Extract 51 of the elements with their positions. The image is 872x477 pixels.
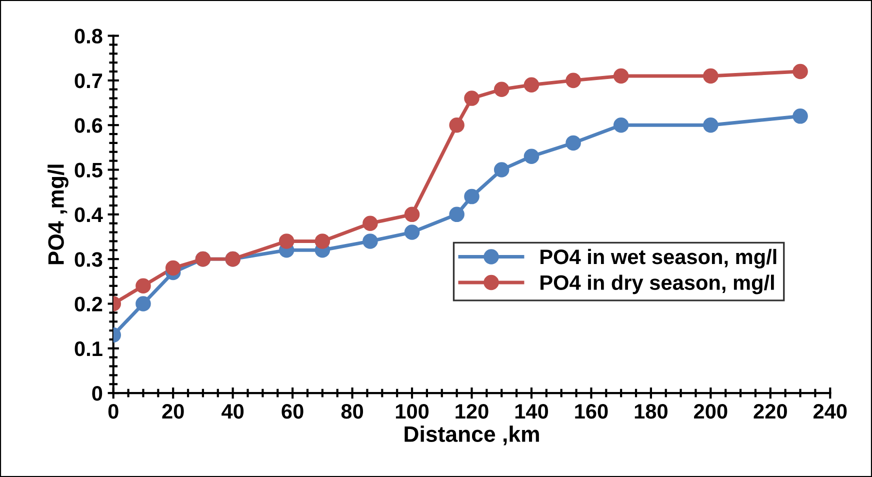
y-tick-label: 0.7: [74, 73, 102, 88]
y-tick-label: 0.6: [74, 118, 102, 133]
point: [449, 206, 464, 222]
point: [703, 68, 718, 84]
x-tick-label: 60: [282, 404, 304, 419]
x-tick-label: 240: [813, 404, 847, 419]
y-axis-title: PO4 ,mg/l: [48, 164, 68, 264]
x-tick-label: 140: [515, 404, 548, 419]
point: [278, 234, 294, 249]
y-tick-label: 0.2: [74, 296, 102, 312]
y-tick-label: 0.1: [74, 341, 102, 356]
legend-label: PO4 in dry season, mg/l: [540, 274, 774, 294]
x-tick-label: 220: [754, 404, 787, 419]
point: [566, 135, 581, 151]
point: [449, 117, 464, 133]
point: [464, 188, 480, 204]
y-tick-label: 0.5: [74, 162, 102, 178]
x-tick-label: 180: [634, 404, 668, 419]
y-tick-label: 0.4: [74, 207, 103, 222]
x-tick-label: 20: [162, 404, 184, 419]
point: [362, 234, 378, 249]
x-tick-label: 160: [575, 404, 608, 419]
point: [362, 216, 378, 231]
point: [524, 77, 540, 93]
x-tick-label: 40: [222, 404, 244, 419]
point: [404, 224, 420, 240]
x-tick-label: 120: [456, 404, 488, 419]
y-tick-label: 0.3: [74, 252, 102, 267]
point: [136, 278, 151, 294]
y-tick-label: 0: [92, 386, 102, 401]
x-tick-label: 100: [396, 404, 429, 419]
y-tick-label: 0.8: [74, 28, 102, 44]
point: [566, 72, 581, 88]
point: [136, 296, 151, 312]
point: [494, 162, 510, 178]
x-tick-label: 0: [108, 404, 118, 419]
point: [613, 117, 629, 133]
point: [314, 234, 330, 249]
point: [703, 117, 718, 133]
x-axis-title: Distance ,km: [404, 426, 539, 446]
point: [792, 64, 808, 80]
legend-label: PO4 in wet season, mg/l: [540, 248, 776, 268]
point: [613, 68, 629, 84]
point: [165, 260, 181, 276]
point: [494, 82, 510, 98]
x-tick-label: 80: [341, 404, 364, 419]
point: [404, 206, 420, 222]
point: [792, 108, 808, 124]
point: [464, 90, 480, 106]
x-tick-label: 200: [694, 404, 728, 419]
point: [524, 148, 540, 164]
